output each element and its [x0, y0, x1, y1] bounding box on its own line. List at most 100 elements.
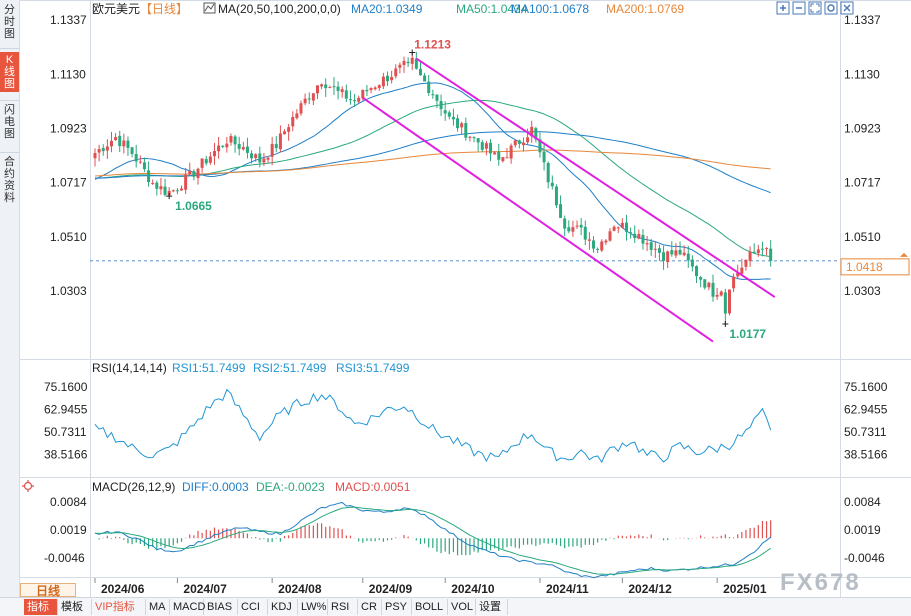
candle-body	[513, 140, 517, 146]
candle-138	[662, 245, 666, 270]
tab-contract-info[interactable]: 合约资料	[4, 156, 15, 204]
indicator-tab-8[interactable]: LW%	[298, 599, 328, 615]
candle-99	[501, 157, 505, 163]
candle-body	[587, 239, 591, 241]
indicator-tab-12[interactable]: BOLL	[412, 599, 448, 615]
indicator-tab-13[interactable]: VOL	[448, 599, 476, 615]
candle-body	[690, 259, 694, 267]
ma-params: MA(20,50,100,200,0,0)	[218, 2, 341, 16]
candle-body	[406, 61, 410, 64]
candle-56	[324, 78, 328, 97]
candle-34	[233, 135, 237, 153]
candle-body	[612, 226, 616, 231]
candle-136	[653, 241, 657, 258]
candle-141	[674, 243, 678, 259]
candle-68	[373, 86, 377, 91]
candle-body	[703, 279, 707, 288]
candle-66	[365, 85, 369, 97]
indicator-tab-2[interactable]: VIP指标	[92, 599, 146, 615]
candle-110	[546, 161, 550, 189]
candle-29	[212, 142, 216, 165]
candle-body	[596, 248, 600, 250]
indicator-tab-7[interactable]: KDJ	[268, 599, 298, 615]
indicator-tab-4[interactable]: MACD	[170, 599, 205, 615]
candle-body	[521, 142, 525, 146]
candle-101	[509, 143, 513, 164]
indicator-tab-9[interactable]: RSI	[328, 599, 358, 615]
candle-61	[344, 84, 348, 102]
candle-body	[229, 136, 233, 143]
candle-154	[727, 289, 731, 316]
candle-body	[299, 103, 303, 114]
candle-body	[719, 291, 723, 296]
candle-36	[241, 141, 245, 151]
candle-body	[344, 90, 348, 99]
candle-body	[114, 137, 118, 141]
candle-21	[180, 185, 184, 191]
candle-body	[637, 233, 641, 239]
extreme-markers	[166, 49, 729, 328]
period-tab-daily[interactable]: 日线	[20, 583, 76, 598]
candles	[93, 51, 773, 325]
candle-body	[633, 233, 637, 239]
macd-title: MACD(26,12,9)	[92, 480, 175, 494]
indicator-tab-5[interactable]: BIAS	[204, 599, 238, 615]
close-icon[interactable]	[840, 1, 854, 15]
indicator-tab-0[interactable]: 指标	[24, 599, 58, 615]
candle-body	[571, 227, 575, 232]
indicator-tab-3[interactable]: MA	[146, 599, 170, 615]
fullscreen-icon[interactable]	[808, 1, 822, 15]
macd-tick-right-1: 0.0019	[844, 523, 881, 537]
candle-body	[464, 123, 468, 138]
candle-111	[550, 175, 554, 190]
tab-lightning[interactable]: 闪电图	[4, 104, 15, 140]
ma-indicator-icon[interactable]	[203, 2, 216, 14]
candle-body	[287, 127, 291, 132]
symbol-name: 欧元美元	[92, 2, 140, 16]
candle-body	[674, 250, 678, 256]
candle-body	[765, 248, 769, 250]
candle-body	[686, 253, 690, 261]
ma200-value: MA200:1.0769	[606, 2, 684, 16]
candle-64	[357, 95, 361, 103]
rsi-tick-right-3: 38.5166	[844, 447, 888, 461]
tab-time-sharing[interactable]: 分时图	[4, 4, 15, 40]
indicator-tab-11[interactable]: PSY	[382, 599, 412, 615]
candle-body	[732, 276, 736, 289]
candle-113	[559, 195, 563, 218]
indicator-tab-1[interactable]: 模板	[58, 599, 92, 615]
macd-settings-icon[interactable]	[22, 480, 34, 492]
trend-channel	[362, 57, 776, 343]
settings-icon[interactable]	[824, 1, 838, 15]
ma100-line	[94, 131, 771, 194]
candle-13	[147, 161, 151, 187]
candle-body	[303, 98, 307, 104]
candle-85	[443, 101, 447, 121]
indicator-tab-14[interactable]: 设置	[476, 599, 508, 615]
candle-161	[756, 244, 760, 257]
candle-62	[348, 90, 352, 105]
zoom-in-icon[interactable]	[776, 1, 790, 15]
candle-16	[159, 177, 163, 195]
candle-81	[427, 74, 431, 96]
candle-body	[740, 267, 744, 274]
candle-10	[134, 144, 138, 168]
candle-body	[604, 240, 608, 243]
candlestick-chart[interactable]: 欧元美元 【日线】 MA(20,50,100,200,0,0) MA20:1.0…	[20, 0, 911, 597]
candle-155	[732, 273, 736, 293]
zoom-out-icon[interactable]	[792, 1, 806, 15]
candle-11	[138, 155, 142, 164]
indicator-tab-6[interactable]: CCI	[238, 599, 268, 615]
candle-body	[311, 93, 315, 101]
candle-body	[180, 188, 184, 191]
candle-151	[715, 287, 719, 300]
candle-4	[109, 131, 113, 153]
candle-body	[620, 222, 624, 228]
candle-body	[600, 241, 604, 251]
indicator-tab-10[interactable]: CR	[358, 599, 382, 615]
candle-body	[678, 249, 682, 255]
candle-86	[447, 110, 451, 120]
candle-121	[592, 236, 596, 253]
candle-163	[765, 247, 769, 256]
